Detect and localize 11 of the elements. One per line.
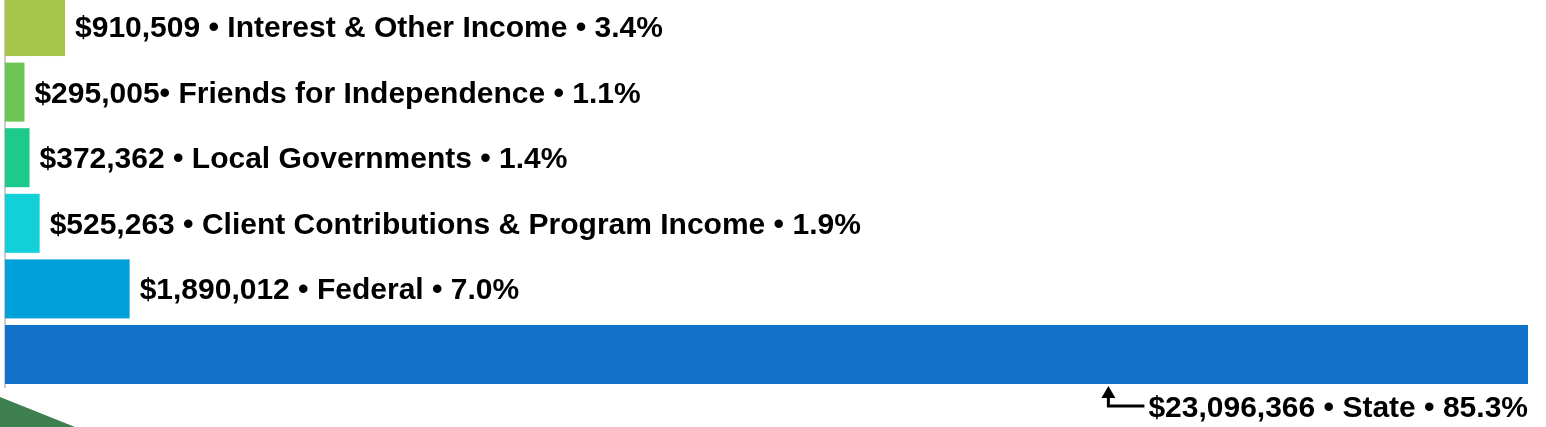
bar bbox=[5, 324, 1528, 384]
data-label: $910,509 • Interest & Other Income • 3.4% bbox=[75, 10, 663, 44]
data-label: $23,096,366 • State • 85.3% bbox=[1148, 389, 1528, 423]
bar bbox=[5, 259, 130, 319]
data-label: $372,362 • Local Governments • 1.4% bbox=[39, 141, 568, 175]
bar bbox=[5, 62, 25, 122]
data-label: $1,890,012 • Federal • 7.0% bbox=[139, 272, 520, 306]
bar bbox=[5, 128, 30, 188]
data-label: $525,263 • Client Contributions & Program Income • 1.9% bbox=[49, 206, 861, 240]
bar bbox=[5, 193, 40, 253]
data-label: $295,005• Friends for Independence • 1.1% bbox=[34, 75, 641, 109]
